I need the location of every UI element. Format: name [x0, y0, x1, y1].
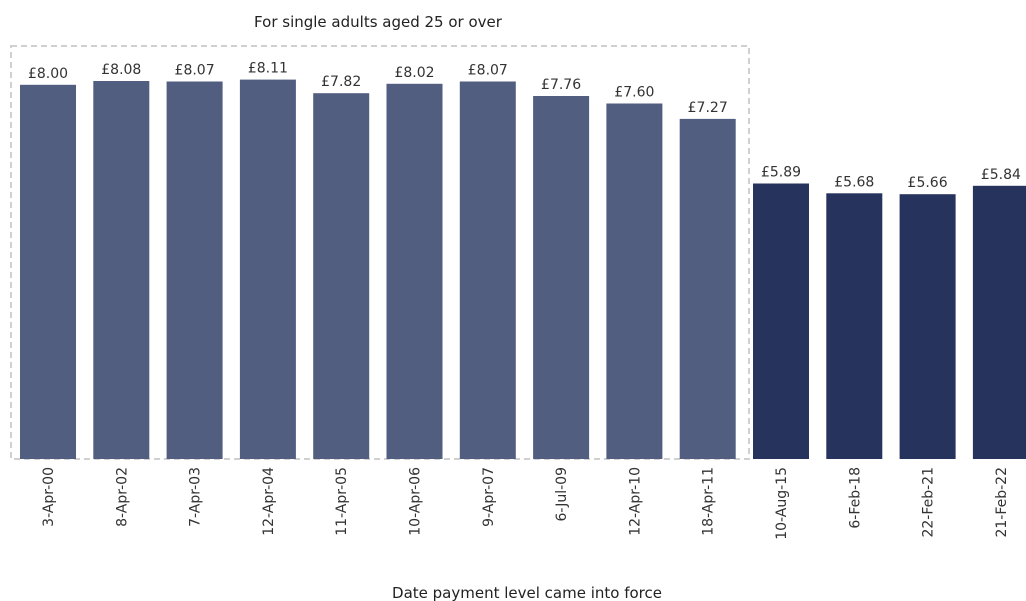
bar-value-label: £8.00 — [28, 66, 68, 82]
bar-11-apr-05 — [313, 93, 370, 459]
bar-value-label: £7.82 — [321, 74, 361, 90]
bar-value-label: £8.08 — [101, 62, 141, 78]
x-tick-label: 18-Apr-11 — [701, 467, 717, 536]
bar-12-apr-10 — [606, 103, 663, 459]
value-labels-group: £8.00 £8.08 £8.07 £8.11 £7.82 £8.02 £8.07 £7.76… — [28, 61, 1021, 192]
bar-21-feb-22 — [972, 185, 1026, 460]
bar-value-label: £7.76 — [541, 77, 581, 93]
x-axis-label: Date payment level came into force — [392, 584, 662, 601]
bar-10-apr-06 — [386, 83, 443, 460]
bar-12-apr-04 — [239, 79, 296, 459]
bar-value-label: £8.11 — [248, 61, 288, 77]
bars-group — [20, 79, 1026, 460]
x-tick-label: 21-Feb-22 — [994, 467, 1010, 538]
chart-title: For single adults aged 25 or over — [254, 13, 503, 31]
bar-10-aug-15 — [753, 183, 809, 459]
bar-18-apr-11 — [679, 118, 736, 460]
x-tick-label: 22-Feb-21 — [921, 467, 937, 538]
x-tick-label: 12-Apr-10 — [627, 467, 643, 536]
x-tick-label: 7-Apr-03 — [188, 467, 204, 527]
x-tick-label: 8-Apr-02 — [114, 467, 130, 527]
bar-6-feb-18 — [826, 193, 883, 460]
bar-value-label: £7.27 — [688, 100, 728, 116]
bar-value-label: £8.07 — [468, 63, 508, 79]
x-tick-label: 3-Apr-00 — [41, 467, 57, 527]
x-axis-ticks-group: 3-Apr-00 8-Apr-02 7-Apr-03 12-Apr-04 11-Apr-… — [41, 467, 1010, 540]
bar-9-apr-07 — [459, 81, 516, 459]
highlight-region-box — [10, 45, 750, 460]
x-tick-label: 11-Apr-05 — [334, 467, 350, 536]
bar-value-label: £5.66 — [908, 175, 948, 191]
x-tick-label: 10-Apr-06 — [408, 467, 424, 536]
bar-8-apr-02 — [93, 81, 150, 459]
bar-6-jul-09 — [533, 96, 590, 459]
x-tick-label: 12-Apr-04 — [261, 467, 277, 536]
x-tick-label: 10-Aug-15 — [774, 467, 790, 540]
x-tick-label: 6-Feb-18 — [847, 467, 863, 529]
bar-value-label: £5.68 — [834, 174, 874, 190]
bar-value-label: £5.84 — [981, 167, 1021, 183]
bar-7-apr-03 — [166, 81, 223, 459]
bar-value-label: £5.89 — [761, 165, 801, 181]
bar-value-label: £7.60 — [614, 85, 654, 101]
x-tick-label: 9-Apr-07 — [481, 467, 497, 527]
bar-22-feb-21 — [899, 194, 956, 459]
bar-value-label: £8.02 — [394, 65, 434, 81]
bar-value-label: £8.07 — [175, 63, 215, 79]
bar-3-apr-00 — [20, 84, 76, 460]
x-tick-label: 6-Jul-09 — [554, 467, 570, 522]
